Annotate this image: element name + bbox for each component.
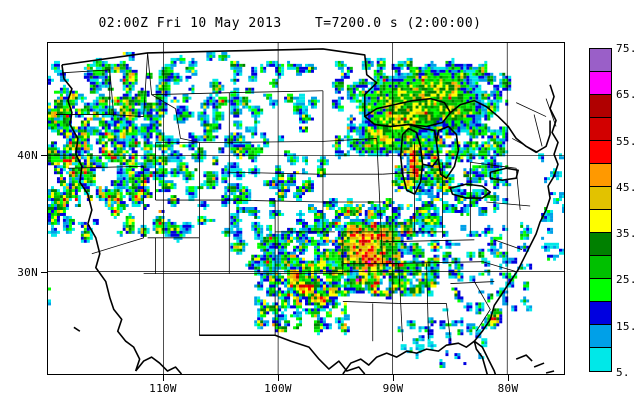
map-panel bbox=[47, 42, 565, 375]
xtick-label-110w: 110W bbox=[149, 382, 177, 395]
ytick-label-30n: 30N bbox=[17, 266, 38, 279]
ytick-label-40n: 40N bbox=[17, 149, 38, 162]
xtick-mark-80w bbox=[508, 375, 509, 381]
colorbar-band-30-35 bbox=[590, 232, 611, 256]
colorbar-label-5: 5. bbox=[616, 366, 630, 379]
xtick-label-80w: 80W bbox=[497, 382, 519, 395]
reflectivity-colorbar bbox=[589, 48, 612, 372]
reflectivity-field bbox=[48, 51, 564, 369]
colorbar-label-15: 15. bbox=[616, 319, 637, 333]
colorbar-band-5-10 bbox=[590, 347, 611, 371]
colorbar-band-15-20 bbox=[590, 301, 611, 325]
xtick-mark-100w bbox=[278, 375, 279, 381]
xtick-mark-110w bbox=[163, 375, 164, 381]
xtick-mark-90w bbox=[393, 375, 394, 381]
map-canvas bbox=[48, 43, 564, 374]
colorbar-band-65-70 bbox=[590, 71, 611, 95]
colorbar-label-45: 45. bbox=[616, 180, 637, 194]
ytick-mark-30n bbox=[41, 272, 47, 273]
colorbar-band-35-40 bbox=[590, 209, 611, 233]
colorbar-band-25-30 bbox=[590, 255, 611, 279]
coastline-outlines bbox=[61, 48, 559, 374]
colorbar-band-40-45 bbox=[590, 186, 611, 210]
chart-title: 02:00Z Fri 10 May 2013 T=7200.0 s (2:00:… bbox=[98, 16, 482, 31]
colorbar-band-60-65 bbox=[590, 94, 611, 118]
colorbar-band-10-15 bbox=[590, 324, 611, 348]
colorbar-label-65: 65. bbox=[616, 88, 637, 102]
ytick-mark-40n bbox=[41, 155, 47, 156]
colorbar-label-75: 75. bbox=[616, 42, 637, 55]
colorbar-label-25: 25. bbox=[616, 273, 637, 287]
xtick-label-100w: 100W bbox=[264, 382, 292, 395]
colorbar-band-50-55 bbox=[590, 140, 611, 164]
colorbar-band-70-75 bbox=[590, 49, 611, 72]
colorbar-band-20-25 bbox=[590, 278, 611, 302]
colorbar-band-55-60 bbox=[590, 117, 611, 141]
graticule-gridlines bbox=[48, 43, 564, 374]
colorbar-band-45-50 bbox=[590, 163, 611, 187]
xtick-label-90w: 90W bbox=[382, 382, 404, 395]
colorbar-label-35: 35. bbox=[616, 227, 637, 241]
colorbar-label-55: 55. bbox=[616, 134, 637, 148]
